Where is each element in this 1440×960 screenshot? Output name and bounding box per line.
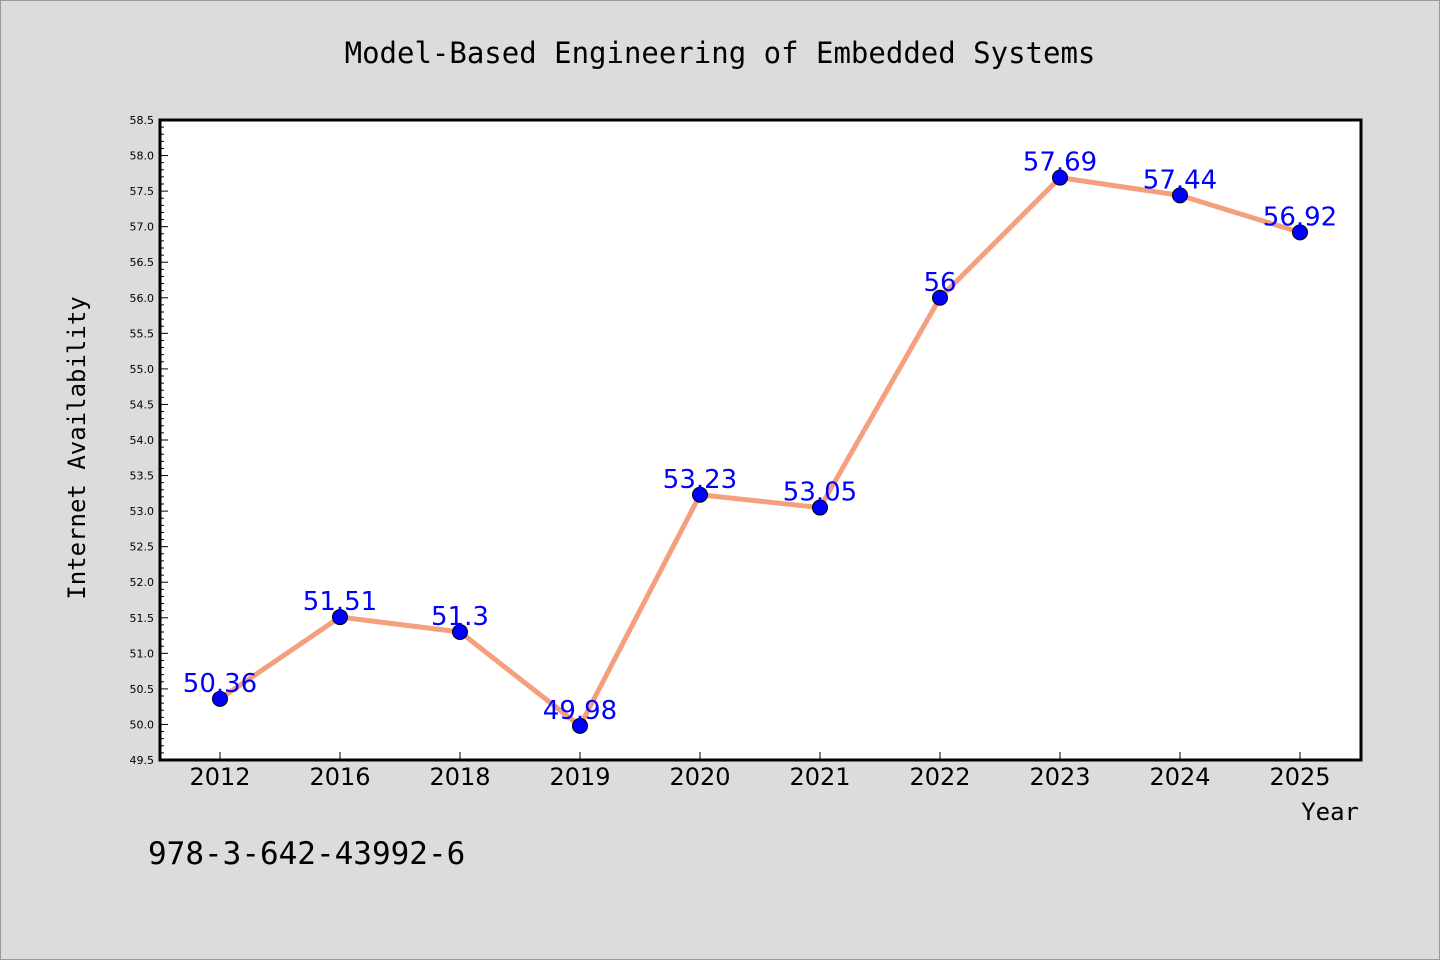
x-tick-label: 2020	[669, 763, 730, 791]
y-tick-label: 58.5	[130, 114, 155, 127]
x-tick-label: 2022	[909, 763, 970, 791]
data-point	[1292, 224, 1308, 241]
data-label: 53.23	[663, 465, 737, 495]
x-tick-label: 2021	[789, 763, 850, 791]
data-label: 50.36	[183, 669, 257, 699]
data-point	[212, 690, 228, 707]
y-tick-label: 53.5	[130, 470, 155, 483]
data-label: 51.3	[431, 602, 489, 632]
x-axis: 2012 2016 2018 2019 2020 2021 2022 2023 2024 2025	[189, 752, 1331, 791]
y-axis-label: Internet Availability	[63, 296, 91, 599]
y-axis: 49.5 50.0 50.5 51.0 51.5 52.0 52.5 53.0 53.5 54.0…	[130, 114, 168, 767]
x-tick-label: 2019	[549, 763, 610, 791]
plot-area	[158, 118, 1363, 762]
data-label: 53.05	[783, 478, 857, 508]
x-axis-label: Year	[1301, 798, 1359, 826]
chart-title: Model-Based Engineering of Embedded Syst…	[345, 36, 1096, 70]
y-tick-label: 51.5	[130, 612, 155, 625]
y-tick-label: 58.0	[130, 150, 155, 163]
data-point	[1052, 169, 1068, 186]
data-point	[572, 717, 588, 734]
x-tick-label: 2023	[1029, 763, 1090, 791]
y-tick-label: 57.5	[130, 185, 155, 198]
data-label: 57.44	[1143, 165, 1217, 195]
y-tick-label: 57.0	[130, 221, 155, 234]
y-tick-label: 55.5	[130, 327, 155, 340]
y-tick-label: 51.0	[130, 647, 155, 660]
x-tick-label: 2012	[189, 763, 250, 791]
y-tick-label: 56.5	[130, 256, 155, 269]
data-point	[812, 499, 828, 516]
data-label: 57.69	[1023, 148, 1097, 178]
series-line-path	[218, 175, 1301, 729]
series-line	[218, 175, 1301, 729]
data-label: 56	[923, 268, 956, 298]
isbn-text: 978-3-642-43992-6	[148, 836, 465, 872]
data-label: 56.92	[1263, 202, 1337, 232]
y-tick-label: 49.5	[130, 754, 155, 767]
data-point	[932, 289, 948, 306]
y-tick-label: 56.0	[130, 292, 155, 305]
y-tick-label: 54.5	[130, 398, 155, 411]
y-tick-label: 55.0	[130, 363, 155, 376]
series-markers	[212, 169, 1308, 734]
y-tick-label: 52.0	[130, 576, 155, 589]
x-tick-label: 2016	[309, 763, 370, 791]
y-tick-label: 50.0	[130, 718, 155, 731]
y-tick-label: 50.5	[130, 683, 155, 696]
y-tick-label: 53.0	[130, 505, 155, 518]
data-point	[452, 624, 468, 640]
x-tick-label: 2018	[429, 763, 490, 791]
y-tick-label: 52.5	[130, 541, 155, 554]
data-point	[332, 609, 348, 626]
data-labels: 50.36 51.51 51.3 49.98 53.23 53.05 56 57.69 57.4…	[183, 148, 1337, 726]
data-point	[692, 486, 708, 503]
data-point	[1172, 187, 1188, 204]
y-tick-label: 54.0	[130, 434, 155, 447]
data-label: 51.51	[303, 587, 377, 617]
data-label: 49.98	[543, 696, 617, 726]
x-tick-label: 2024	[1149, 763, 1210, 791]
x-tick-label: 2025	[1269, 763, 1330, 791]
